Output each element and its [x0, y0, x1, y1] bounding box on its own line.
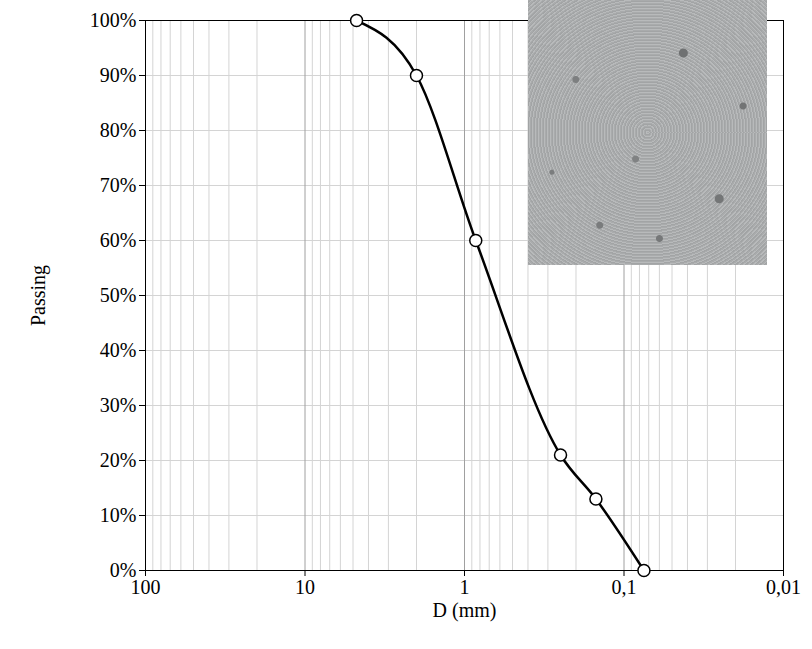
svg-text:40%: 40% — [100, 339, 137, 361]
svg-text:80%: 80% — [100, 119, 137, 141]
svg-text:70%: 70% — [100, 174, 137, 196]
svg-text:0,1: 0,1 — [612, 576, 637, 598]
svg-text:20%: 20% — [100, 449, 137, 471]
svg-text:1: 1 — [460, 576, 470, 598]
svg-text:0,01: 0,01 — [766, 576, 801, 598]
svg-text:60%: 60% — [100, 229, 137, 251]
svg-text:10: 10 — [295, 576, 315, 598]
svg-text:30%: 30% — [100, 394, 137, 416]
svg-text:90%: 90% — [100, 64, 137, 86]
svg-text:D (mm): D (mm) — [433, 599, 497, 622]
svg-text:100%: 100% — [90, 9, 137, 31]
svg-text:100: 100 — [131, 576, 161, 598]
svg-text:0%: 0% — [109, 558, 137, 581]
svg-text:10%: 10% — [100, 504, 137, 526]
svg-text:50%: 50% — [100, 284, 137, 306]
svg-text:Passing: Passing — [27, 265, 50, 326]
